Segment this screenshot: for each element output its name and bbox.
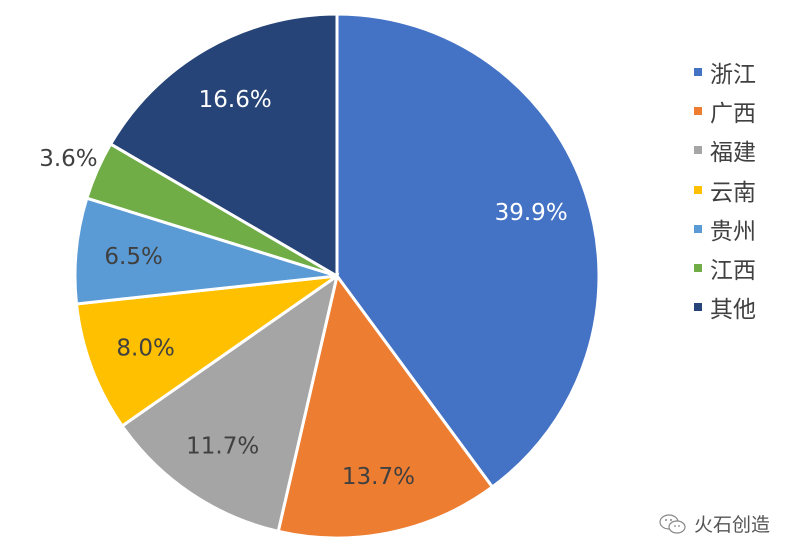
pie-slice-2: [120, 272, 340, 534]
legend-label: 江西: [710, 258, 756, 285]
legend-item: 广西: [694, 91, 756, 130]
legend-swatch: [694, 224, 702, 233]
legend-item: 江西: [694, 248, 756, 287]
legend-label: 广西: [710, 100, 756, 127]
data-label-1: 13.7%: [342, 464, 415, 490]
legend-item: 浙江: [694, 52, 756, 91]
pie-slice-0: [335, 12, 601, 490]
legend-item: 云南: [694, 170, 756, 209]
legend-swatch: [694, 185, 702, 194]
legend-swatch: [694, 67, 702, 76]
legend-item: 其他: [694, 288, 756, 327]
data-label-3: 8.0%: [116, 336, 174, 362]
data-label-5: 3.6%: [39, 146, 97, 172]
watermark-text: 火石创造: [694, 514, 771, 536]
legend-swatch: [694, 106, 702, 115]
legend-item: 贵州: [694, 209, 756, 248]
pie-slice-3: [74, 274, 338, 429]
legend-label: 福建: [710, 140, 756, 167]
legend-swatch: [694, 303, 702, 312]
data-label-2: 11.7%: [186, 433, 259, 459]
legend-label: 其他: [710, 297, 756, 324]
pie-slice-6: [108, 12, 339, 279]
legend-swatch: [694, 264, 702, 273]
legend-item: 福建: [694, 131, 756, 170]
legend-swatch: [694, 146, 702, 155]
legend: 浙江广西福建云南贵州江西其他: [694, 52, 756, 327]
legend-label: 贵州: [710, 218, 756, 245]
legend-label: 浙江: [710, 61, 756, 88]
wechat-icon: [659, 513, 686, 534]
pie-slice-1: [276, 272, 495, 540]
data-label-0: 39.9%: [495, 200, 568, 226]
watermark: 火石创造: [658, 510, 770, 537]
legend-label: 云南: [710, 179, 756, 206]
data-label-6: 16.6%: [199, 87, 272, 113]
data-label-4: 6.5%: [104, 244, 162, 270]
